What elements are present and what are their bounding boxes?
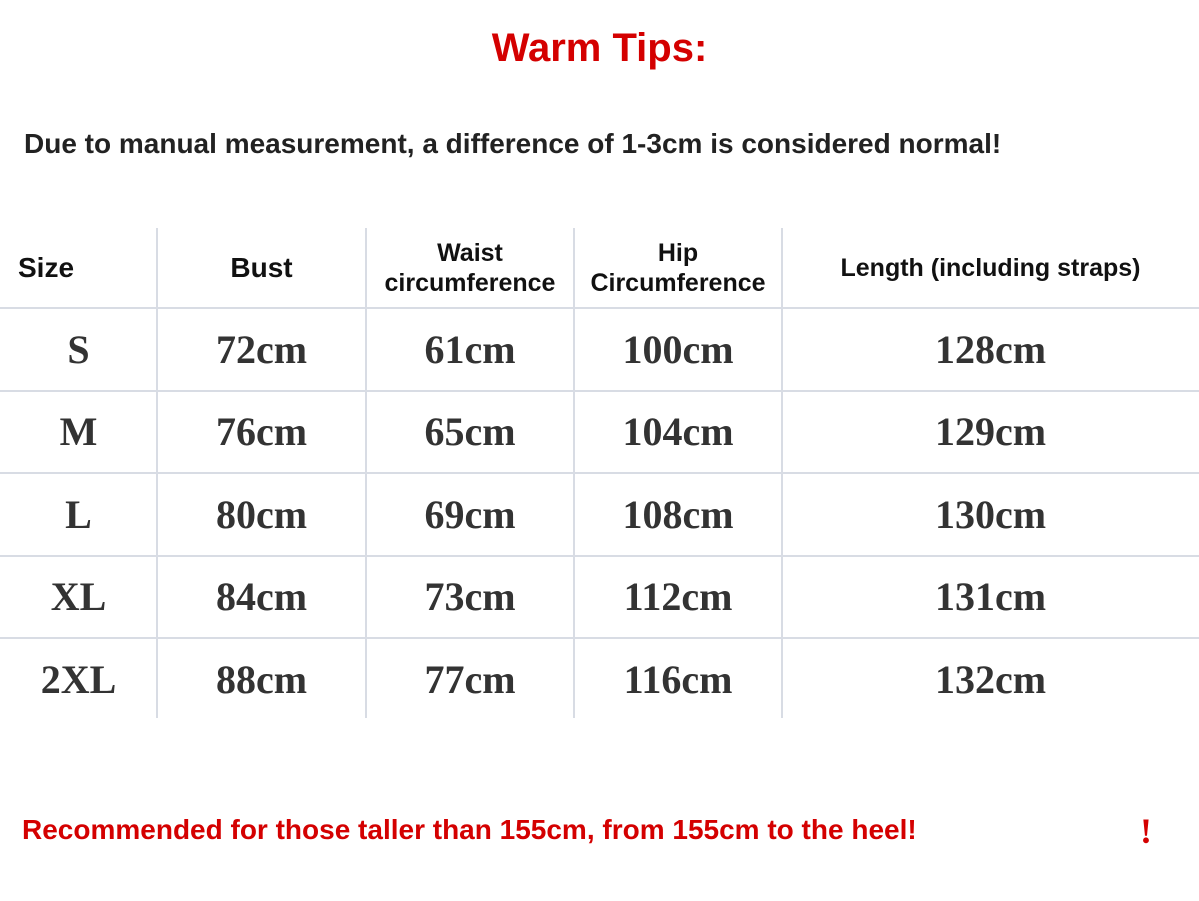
table-cell: XL — [50, 574, 107, 620]
table-cell: S — [67, 326, 90, 372]
column-header: Length (including straps) — [840, 254, 1141, 282]
column-divider — [781, 228, 783, 718]
table-cell: M — [59, 409, 98, 455]
table-cell: 80cm — [215, 491, 308, 537]
column-header: Hip Circumference — [590, 239, 766, 297]
size-table: Size Bust Waist circumference Hip Circumfer… — [0, 228, 1199, 718]
table-cell: 104cm — [622, 409, 734, 455]
table-cell: 132cm — [934, 656, 1047, 702]
table-cell: 61cm — [424, 326, 516, 372]
column-header: Waist circumference — [384, 239, 556, 297]
table-cell: L — [65, 491, 92, 537]
row-divider — [0, 554, 1199, 557]
table-cell: 73cm — [424, 574, 516, 620]
row-divider — [0, 637, 1199, 639]
title: Warm Tips: — [491, 26, 708, 70]
row-divider — [0, 307, 1199, 309]
row-divider — [0, 472, 1199, 474]
table-cell: 128cm — [934, 326, 1047, 372]
table-cell: 116cm — [623, 656, 733, 702]
column-header: Size — [18, 252, 75, 283]
table-cell: 131cm — [934, 574, 1047, 620]
table-cell: 112cm — [623, 574, 733, 620]
table-cell: 130cm — [934, 491, 1047, 537]
footer-note: Recommended for those taller than 155cm,… — [22, 814, 917, 845]
column-header: Bust — [230, 252, 293, 283]
table-cell: 108cm — [622, 491, 734, 537]
table-cell: 72cm — [215, 326, 308, 372]
table-cell: 65cm — [424, 409, 516, 455]
table-cell: 84cm — [215, 574, 308, 620]
table-cell: 88cm — [215, 656, 308, 702]
table-cell: 129cm — [934, 409, 1047, 455]
column-divider — [365, 228, 367, 718]
footer-mark: ! — [1140, 811, 1152, 851]
column-divider — [156, 228, 158, 718]
table-cell: 100cm — [622, 326, 734, 372]
table-cell: 77cm — [424, 656, 516, 702]
column-divider — [573, 228, 575, 718]
row-divider — [0, 389, 1199, 392]
table-cell: 76cm — [215, 409, 308, 455]
table-cell: 2XL — [40, 656, 117, 702]
note: Due to manual measurement, a difference … — [24, 128, 1002, 159]
table-cell: 69cm — [424, 491, 516, 537]
